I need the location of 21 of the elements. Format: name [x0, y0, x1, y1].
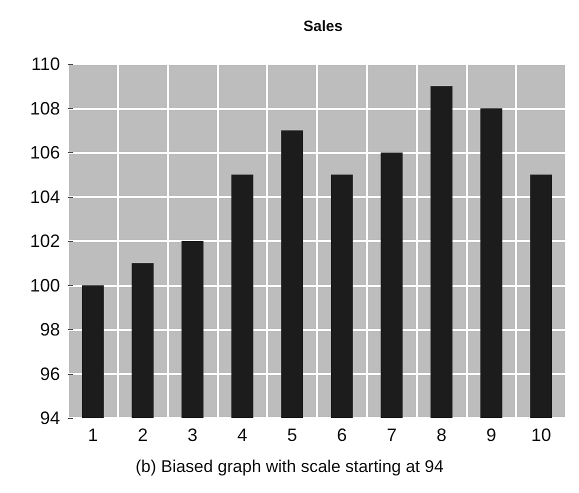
chart-title: Sales	[303, 18, 343, 35]
y-tick-label: 102	[30, 231, 60, 251]
x-tick-label: 3	[187, 425, 198, 445]
x-tick-label: 9	[486, 425, 496, 445]
y-tick-label: 110	[31, 54, 60, 74]
x-tick-label: 8	[436, 425, 447, 445]
x-tick-label: 6	[336, 425, 347, 445]
x-tick-label: 1	[88, 425, 98, 445]
x-tick-label: 10	[531, 425, 552, 445]
x-tick-label: 4	[237, 425, 248, 445]
x-tick-label: 2	[138, 425, 148, 445]
y-tick-label: 94	[40, 408, 60, 428]
y-tick-label: 96	[40, 364, 60, 384]
x-tick-label: 5	[287, 425, 298, 445]
y-tick-label: 108	[30, 98, 60, 118]
x-tick-label: 7	[386, 425, 397, 445]
y-tick-label: 100	[30, 275, 60, 296]
y-tick-label: 106	[30, 142, 60, 162]
text: (b) Biased graph with scale starting at 94	[135, 457, 444, 476]
y-tick-label: 98	[40, 320, 60, 340]
y-tick-label: 104	[30, 186, 60, 207]
